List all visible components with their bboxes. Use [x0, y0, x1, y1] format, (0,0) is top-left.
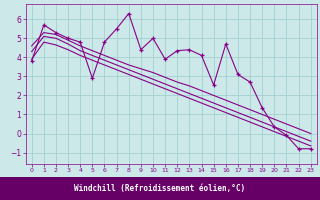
- Text: Windchill (Refroidissement éolien,°C): Windchill (Refroidissement éolien,°C): [75, 184, 245, 193]
